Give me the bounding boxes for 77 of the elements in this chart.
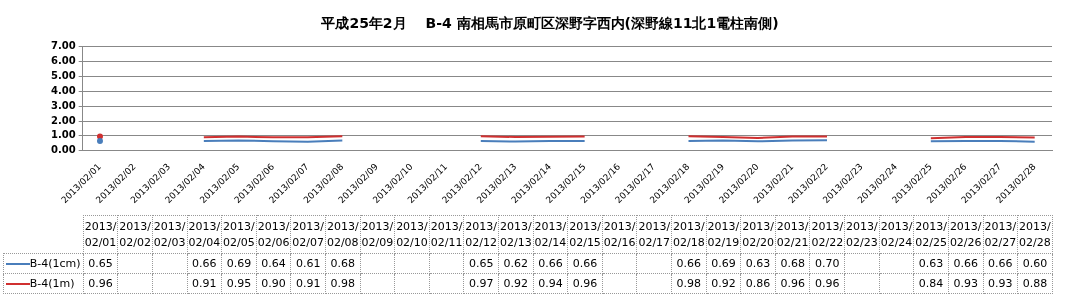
data-label: 0.64 bbox=[256, 253, 291, 274]
category-label: 2013/02/19 bbox=[707, 219, 740, 249]
data-label: 0.69 bbox=[221, 253, 257, 274]
y-tick-label: 4.00 bbox=[50, 84, 76, 96]
category-label: 2013/02/03 bbox=[153, 219, 186, 249]
category-label: 2013/02/18 bbox=[673, 219, 705, 249]
category-label: 2013/02/10 bbox=[396, 219, 428, 249]
data-label: 0.96 bbox=[567, 273, 603, 294]
data-label: 0.97 bbox=[463, 273, 499, 294]
data-label: 0.93 bbox=[983, 273, 1018, 294]
data-label: 0.68 bbox=[325, 253, 361, 274]
category-label: 2013/02/16 bbox=[603, 219, 636, 249]
category-label: 2013/02/27 bbox=[984, 219, 1017, 249]
data-label: 0.98 bbox=[325, 273, 361, 294]
y-tick-label: 1.00 bbox=[50, 129, 76, 141]
category-label: 2013/02/22 bbox=[811, 219, 844, 249]
chart-title: 平成25年2月 B-4 南相馬市原町区深野字西内(深野線11北1電柱南側) bbox=[320, 15, 779, 32]
data-label: 0.61 bbox=[290, 253, 326, 274]
category-label: 2013/02/05 bbox=[223, 219, 255, 249]
data-label: 0.95 bbox=[221, 273, 257, 294]
data-label: 0.66 bbox=[533, 253, 568, 274]
data-label: 0.96 bbox=[809, 273, 845, 294]
category-label: 2013/02/13 bbox=[499, 219, 532, 249]
data-label: 0.88 bbox=[1017, 273, 1053, 294]
data-label: 0.84 bbox=[913, 273, 949, 294]
category-label: 2013/02/15 bbox=[569, 219, 601, 249]
category-label: 2013/02/23 bbox=[846, 219, 878, 249]
y-tick-label: 6.00 bbox=[50, 55, 76, 67]
category-label: 2013/02/14 bbox=[534, 219, 567, 249]
data-label: 0.90 bbox=[256, 273, 291, 294]
category-label: 2013/02/06 bbox=[257, 219, 290, 249]
data-label: 0.69 bbox=[706, 253, 741, 274]
category-label: 2013/02/07 bbox=[292, 219, 324, 249]
data-label: 0.91 bbox=[290, 273, 326, 294]
category-label: 2013/02/21 bbox=[776, 219, 809, 249]
data-label: 0.63 bbox=[740, 253, 776, 274]
category-label: 2013/02/09 bbox=[361, 219, 394, 249]
legend-label: B-4(1cm) bbox=[29, 257, 81, 270]
category-label: 2013/02/12 bbox=[465, 219, 498, 249]
y-tick-label: 0.00 bbox=[50, 144, 76, 156]
data-label: 0.60 bbox=[1017, 253, 1053, 274]
data-label: 0.94 bbox=[533, 273, 568, 294]
data-label: 0.65 bbox=[83, 253, 118, 274]
category-label: 2013/02/04 bbox=[188, 219, 221, 249]
data-label: 0.98 bbox=[671, 273, 707, 294]
category-label: 2013/02/11 bbox=[430, 219, 463, 249]
data-label: 0.68 bbox=[775, 253, 810, 274]
y-tick-label: 3.00 bbox=[50, 99, 76, 111]
category-label: 2013/02/20 bbox=[742, 219, 774, 249]
category-label: 2013/02/02 bbox=[119, 219, 151, 249]
data-label: 0.65 bbox=[463, 253, 499, 274]
legend-label: B-4(1m) bbox=[29, 277, 75, 290]
y-tick-label: 5.00 bbox=[50, 70, 76, 82]
data-label: 0.63 bbox=[913, 253, 949, 274]
category-label: 2013/02/08 bbox=[326, 219, 359, 249]
data-label: 0.66 bbox=[983, 253, 1018, 274]
data-label: 0.91 bbox=[187, 273, 222, 294]
data-label: 0.66 bbox=[187, 253, 222, 274]
data-label: 0.66 bbox=[567, 253, 603, 274]
category-label: 2013/02/28 bbox=[1019, 219, 1051, 249]
category-label: 2013/02/24 bbox=[880, 219, 913, 249]
category-label: 2013/02/17 bbox=[638, 219, 671, 249]
data-label: 0.92 bbox=[706, 273, 741, 294]
category-label: 2013/02/01 bbox=[84, 219, 117, 249]
data-label: 0.96 bbox=[775, 273, 810, 294]
data-label: 0.62 bbox=[498, 253, 534, 274]
data-label: 0.86 bbox=[740, 273, 776, 294]
data-label: 0.66 bbox=[948, 253, 984, 274]
data-label: 0.92 bbox=[498, 273, 534, 294]
data-label: 0.70 bbox=[809, 253, 845, 274]
data-label: 0.66 bbox=[671, 253, 707, 274]
y-tick-label: 2.00 bbox=[50, 114, 76, 126]
category-label: 2013/02/25 bbox=[915, 219, 947, 249]
data-label: 0.93 bbox=[948, 273, 984, 294]
y-tick-label: 7.00 bbox=[50, 40, 76, 52]
category-label: 2013/02/26 bbox=[949, 219, 982, 249]
data-label: 0.96 bbox=[83, 273, 118, 294]
